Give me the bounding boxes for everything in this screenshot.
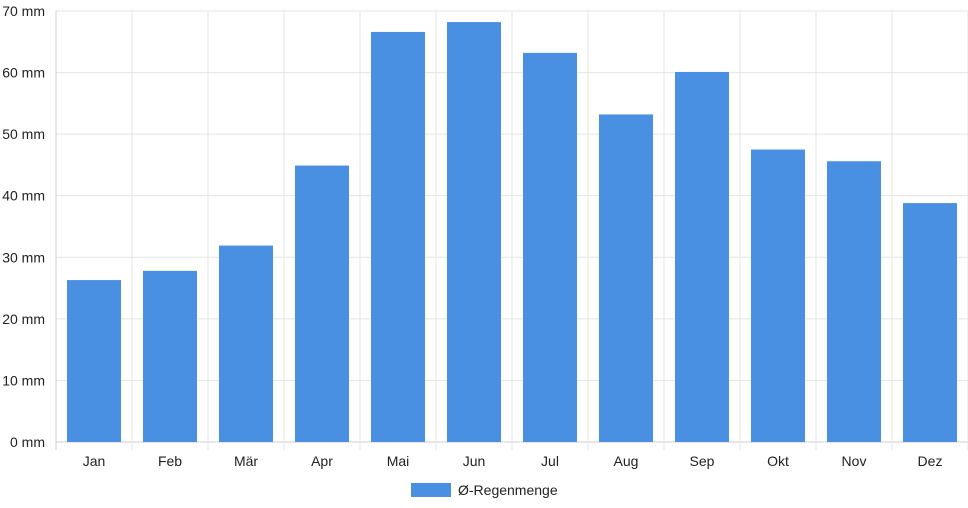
- x-axis-ticks: Jan Feb Mär Apr Mai Jun Jul Aug Sep Okt Nov Dez: [83, 453, 943, 469]
- bar-jun[interactable]: [447, 22, 501, 443]
- y-tick-label: 0 mm: [10, 434, 45, 450]
- x-tick-label: Apr: [311, 453, 333, 469]
- bars: [67, 22, 957, 443]
- x-tick-label: Jun: [463, 453, 486, 469]
- bar-apr[interactable]: [295, 165, 349, 442]
- x-tick-label: Sep: [690, 453, 715, 469]
- x-tick-label: Dez: [918, 453, 943, 469]
- x-tick-label: Jul: [541, 453, 559, 469]
- bar-jul[interactable]: [523, 52, 577, 443]
- x-tick-label: Mai: [387, 453, 410, 469]
- y-tick-label: 20 mm: [2, 311, 45, 327]
- x-tick-label: Nov: [842, 453, 867, 469]
- y-tick-label: 10 mm: [2, 372, 45, 388]
- x-tick-label: Jan: [83, 453, 106, 469]
- y-tick-label: 50 mm: [2, 126, 45, 142]
- bar-mai[interactable]: [371, 31, 425, 442]
- x-tick-label: Okt: [767, 453, 789, 469]
- bar-feb[interactable]: [143, 270, 197, 442]
- bar-nov[interactable]: [827, 161, 881, 442]
- legend-swatch[interactable]: [411, 483, 451, 497]
- bar-okt[interactable]: [751, 149, 805, 443]
- legend-label[interactable]: Ø-Regenmenge: [458, 482, 558, 498]
- x-tick-label: Mär: [234, 453, 258, 469]
- x-tick-label: Aug: [614, 453, 639, 469]
- bar-dez[interactable]: [903, 203, 957, 442]
- bar-aug[interactable]: [599, 114, 653, 442]
- y-axis-ticks: 0 mm 10 mm 20 mm 30 mm 40 mm 50 mm 60 mm 70 mm: [2, 3, 45, 450]
- y-tick-label: 40 mm: [2, 188, 45, 204]
- y-tick-label: 70 mm: [2, 3, 45, 19]
- y-tick-label: 60 mm: [2, 65, 45, 81]
- x-tick-label: Feb: [158, 453, 182, 469]
- legend[interactable]: Ø-Regenmenge: [411, 482, 558, 498]
- bar-jan[interactable]: [67, 280, 121, 442]
- y-tick-label: 30 mm: [2, 249, 45, 265]
- bar-mär[interactable]: [219, 245, 273, 442]
- bar-sep[interactable]: [675, 71, 729, 442]
- grid-lines: [55, 10, 968, 450]
